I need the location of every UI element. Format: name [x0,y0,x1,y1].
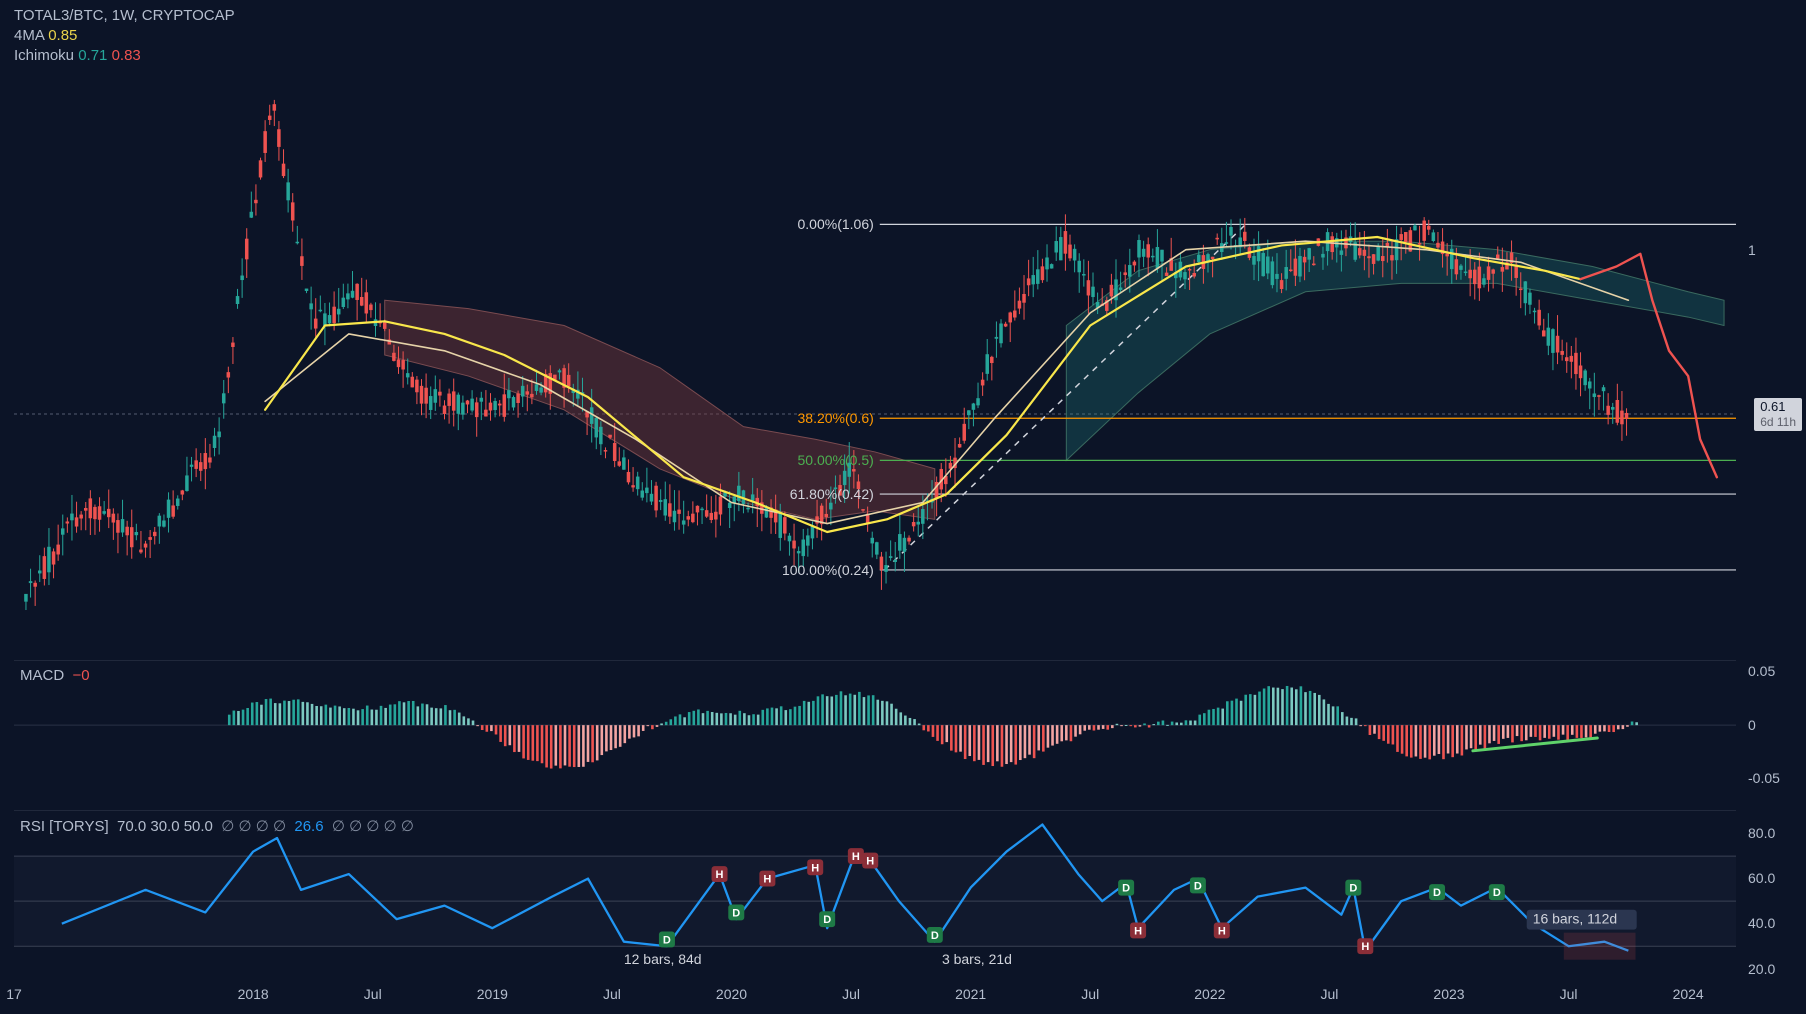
svg-text:H: H [866,856,874,868]
svg-text:D: D [1349,883,1357,895]
fib-label: 100.00%(0.24) [782,562,874,578]
countdown: 6d 11h [1760,415,1796,429]
legend-symbol[interactable]: TOTAL3/BTC, 1W, CRYPTOCAP [14,6,235,26]
svg-text:H: H [1134,925,1142,937]
legend-ma-val: 0.85 [48,27,77,44]
svg-text:3 bars, 21d: 3 bars, 21d [942,951,1012,967]
macd-tick: 0 [1748,717,1756,733]
price-panel[interactable]: 0.00%(1.06) 38.20%(0.6) 50.00%(0.5) 61.80%(… [14,60,1736,650]
svg-text:D: D [732,907,740,919]
time-tick: Jul [1081,986,1099,1002]
rsi-panel[interactable]: RSI [TORYS] 70.0 30.0 50.0 ∅ ∅ ∅ ∅ 26.6 … [14,810,1736,980]
rsi-tick: 80.0 [1748,825,1775,841]
svg-text:D: D [1122,883,1130,895]
macd-panel[interactable]: MACD −0 [14,660,1736,800]
svg-text:D: D [663,934,671,946]
svg-text:12 bars, 84d: 12 bars, 84d [624,951,702,967]
last-price-value: 0.61 [1760,399,1785,414]
time-tick: Jul [842,986,860,1002]
svg-text:H: H [763,874,771,886]
legend: TOTAL3/BTC, 1W, CRYPTOCAP 4MA 0.85 Ichim… [14,6,235,66]
rsi-yscale[interactable]: 80.0 60.0 40.0 20.0 [1740,810,1806,980]
price-svg [14,60,1736,650]
time-tick: 2018 [238,986,269,1002]
time-tick: 2019 [477,986,508,1002]
chart-root: TOTAL3/BTC, 1W, CRYPTOCAP 4MA 0.85 Ichim… [0,0,1806,1014]
fib-label: 38.20%(0.6) [798,410,874,426]
svg-text:H: H [716,869,724,881]
rsi-tick: 60.0 [1748,870,1775,886]
macd-tick: -0.05 [1748,770,1780,786]
svg-text:H: H [852,851,860,863]
time-tick: Jul [603,986,621,1002]
macd-svg [14,661,1736,800]
macd-yscale[interactable]: 0.05 0 -0.05 [1740,660,1806,800]
time-tick: 2023 [1433,986,1464,1002]
rsi-tick: 20.0 [1748,961,1775,977]
macd-tick: 0.05 [1748,663,1775,679]
svg-text:H: H [1361,941,1369,953]
legend-ma-name: 4MA [14,27,44,44]
svg-text:D: D [1493,887,1501,899]
fib-label: 0.00%(1.06) [798,216,874,232]
time-tick: 2020 [716,986,747,1002]
time-tick: 2021 [955,986,986,1002]
time-tick: 2024 [1673,986,1704,1002]
rsi-svg: DHDHHDHHDDHDHDHDD12 bars, 84d3 bars, 21d… [14,811,1736,980]
price-yscale[interactable]: 1 [1740,60,1806,650]
svg-text:D: D [931,930,939,942]
svg-text:D: D [823,914,831,926]
svg-text:16 bars, 112d: 16 bars, 112d [1533,911,1617,927]
time-tick: Jul [1320,986,1338,1002]
time-tick: 2022 [1194,986,1225,1002]
time-tick: Jul [364,986,382,1002]
price-tick: 1 [1748,242,1756,258]
time-axis[interactable]: 172018Jul2019Jul2020Jul2021Jul2022Jul202… [14,982,1736,1010]
svg-text:H: H [811,862,819,874]
fib-label: 61.80%(0.42) [790,486,874,502]
time-tick: 17 [6,986,22,1002]
rsi-tick: 40.0 [1748,915,1775,931]
svg-text:D: D [1194,880,1202,892]
fib-label: 50.00%(0.5) [798,452,874,468]
last-price-tag: 0.61 6d 11h [1754,398,1802,431]
svg-text:H: H [1218,925,1226,937]
time-tick: Jul [1560,986,1578,1002]
svg-text:D: D [1433,887,1441,899]
